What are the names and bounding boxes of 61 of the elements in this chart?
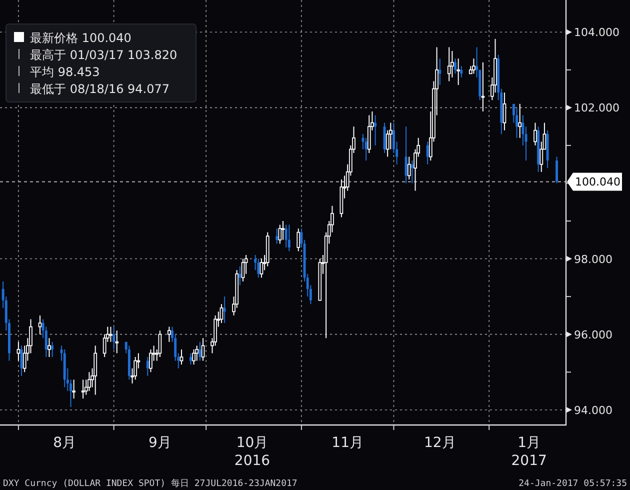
candlestick bbox=[94, 345, 98, 396]
candlestick bbox=[276, 228, 278, 244]
candlestick bbox=[407, 156, 411, 180]
candlestick bbox=[278, 224, 282, 244]
candlestick bbox=[454, 58, 456, 74]
candlestick bbox=[540, 141, 544, 172]
candlestick bbox=[447, 46, 451, 82]
candlestick bbox=[456, 58, 460, 86]
legend-label: 最新价格 100.040 bbox=[30, 31, 132, 45]
candlestick bbox=[192, 348, 196, 366]
candlestick bbox=[201, 338, 205, 362]
candlestick bbox=[16, 341, 20, 362]
candlestick bbox=[410, 160, 414, 184]
text: 24-Jan-2017 05:57:35 bbox=[518, 479, 627, 489]
candlestick bbox=[296, 228, 300, 252]
candlestick bbox=[481, 62, 485, 112]
candlestick bbox=[134, 356, 138, 380]
candlestick bbox=[109, 326, 112, 342]
candlestick bbox=[367, 114, 371, 154]
candlestick bbox=[149, 348, 152, 373]
candlestick bbox=[189, 352, 192, 366]
candlestick bbox=[146, 356, 149, 376]
candlestick bbox=[112, 326, 116, 350]
candlestick bbox=[81, 379, 85, 400]
annotation: 最低于 08/18/16 94.077 bbox=[30, 82, 170, 96]
candlestick bbox=[426, 141, 429, 165]
candlestick bbox=[534, 122, 537, 146]
candlestick bbox=[260, 258, 264, 278]
annotation: 最高于 01/03/17 103.820 bbox=[30, 48, 178, 62]
candlestick bbox=[257, 258, 260, 278]
candlestick bbox=[72, 379, 76, 400]
candlestick bbox=[476, 46, 478, 78]
candlestick bbox=[51, 341, 54, 358]
candlestick bbox=[374, 114, 377, 146]
candlestick bbox=[472, 58, 476, 74]
candlestick bbox=[364, 137, 368, 162]
candlestick bbox=[241, 258, 245, 282]
candlestick bbox=[88, 372, 91, 392]
candlestick bbox=[223, 296, 226, 324]
candlestick bbox=[136, 352, 140, 369]
candlestick bbox=[281, 220, 285, 240]
candlestick bbox=[460, 66, 463, 78]
candlestick bbox=[518, 103, 522, 138]
text: DXY Curncy (DOLLAR INDEX SPOT) 每日 27JUL2016-23JAN2017 bbox=[3, 478, 298, 489]
candlestick bbox=[284, 224, 288, 248]
candlestick bbox=[20, 345, 23, 376]
candlestick bbox=[238, 266, 242, 286]
candlestick bbox=[115, 330, 119, 354]
candlestick bbox=[180, 348, 184, 366]
candlestick bbox=[38, 314, 42, 335]
annotation: 平均 98.453 bbox=[30, 65, 100, 79]
candlestick bbox=[288, 224, 290, 252]
candlestick bbox=[48, 338, 51, 358]
candlestick bbox=[168, 326, 171, 342]
candlestick bbox=[195, 345, 199, 362]
candlestick bbox=[438, 58, 442, 86]
candlestick bbox=[404, 126, 408, 184]
candlestick bbox=[450, 50, 454, 78]
candlestick bbox=[516, 107, 518, 138]
candlestick bbox=[198, 341, 202, 362]
candlestick bbox=[556, 156, 558, 184]
